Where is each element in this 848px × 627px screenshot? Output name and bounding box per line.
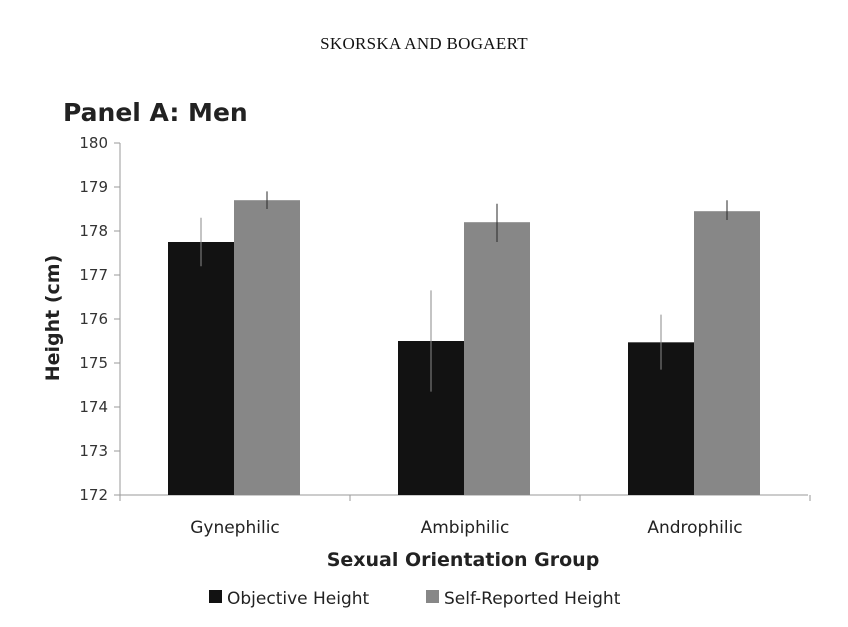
x-axis-title: Sexual Orientation Group: [327, 549, 600, 571]
y-tick-label: 174: [79, 398, 108, 416]
y-tick-label: 172: [79, 486, 108, 504]
bar-self-reported: [464, 222, 530, 495]
x-category-label: Androphilic: [647, 518, 742, 538]
x-category-label: Gynephilic: [190, 518, 280, 538]
y-tick-label: 180: [79, 134, 108, 152]
legend-label: Objective Height: [227, 589, 370, 609]
y-axis-title: Height (cm): [42, 255, 64, 382]
y-tick-label: 175: [79, 354, 108, 372]
chart-title: Panel A: Men: [63, 98, 248, 127]
bar-objective: [168, 242, 234, 495]
y-tick-label: 177: [79, 266, 108, 284]
x-category-label: Ambiphilic: [421, 518, 510, 538]
bar-self-reported: [694, 211, 760, 495]
legend-swatch: [426, 590, 439, 603]
plot-area: 172 173 174 175 176 177 178 179 180 Gynephilic Amb…: [79, 134, 811, 538]
y-tick-label: 179: [79, 178, 108, 196]
legend-swatch: [209, 590, 222, 603]
bar-self-reported: [234, 200, 300, 495]
y-tick-label: 176: [79, 310, 108, 328]
legend-label: Self-Reported Height: [444, 589, 621, 609]
y-tick-label: 178: [79, 222, 108, 240]
y-tick-label: 173: [79, 442, 108, 460]
legend: Objective Height Self-Reported Height: [209, 589, 621, 609]
running-head: SKORSKA AND BOGAERT: [320, 34, 528, 53]
